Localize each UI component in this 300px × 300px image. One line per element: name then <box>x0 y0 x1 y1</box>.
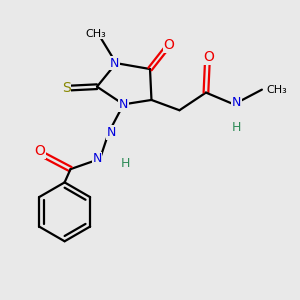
Text: O: O <box>203 50 214 64</box>
Text: H: H <box>232 122 242 134</box>
Text: N: N <box>119 98 128 111</box>
Text: N: N <box>232 96 242 110</box>
Text: H: H <box>120 157 130 170</box>
Text: CH₃: CH₃ <box>85 29 106 39</box>
Text: O: O <box>34 145 45 158</box>
Text: CH₃: CH₃ <box>266 85 287 94</box>
Text: S: S <box>62 81 70 95</box>
Text: N: N <box>110 57 119 70</box>
Text: O: O <box>164 38 175 52</box>
Text: N: N <box>107 126 116 139</box>
Text: N: N <box>92 152 102 165</box>
